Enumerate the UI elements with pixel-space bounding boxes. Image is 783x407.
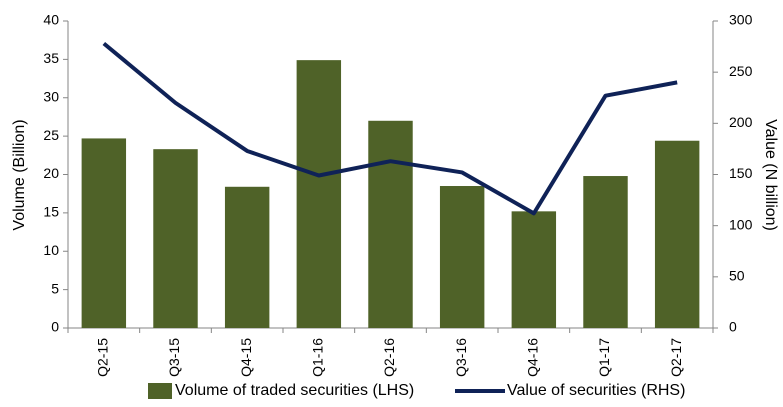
y-tick-label: 35 [43,50,59,66]
y-tick-label: 0 [51,319,59,335]
x-tick-label: Q3-15 [166,338,182,377]
y2-tick-label: 50 [729,268,745,284]
bar [583,176,628,328]
y-tick-label: 40 [43,12,59,28]
y-tick-label: 30 [43,88,59,104]
y-tick-label: 20 [43,165,59,181]
bar [153,149,198,328]
bar [511,211,557,328]
y-tick-label: 15 [43,204,59,220]
y2-tick-label: 100 [729,216,753,232]
y2-tick-label: 0 [729,319,737,335]
x-tick-label: Q1-17 [596,338,612,377]
y-axis-label: Volume (Billion) [11,119,28,230]
y-tick-label: 5 [51,280,59,296]
bar [654,140,700,328]
x-tick-label: Q2-17 [668,338,684,377]
legend-label: Volume of traded securities (LHS) [175,382,414,399]
y2-axis-label: Value (N billion) [762,119,779,231]
x-tick-label: Q2-15 [95,338,111,377]
line [102,41,678,216]
y2-tick-label: 200 [729,114,753,130]
x-tick-label: Q2-16 [381,338,397,377]
x-tick-label: Q4-16 [525,338,541,377]
y-tick-label: 10 [43,242,59,258]
x-tick-label: Q1-16 [310,338,326,377]
y-tick-label: 25 [43,127,59,143]
bar [81,138,127,328]
x-tick-label: Q4-15 [238,338,254,377]
legend-label: Value of securities (RHS) [507,382,685,399]
bar [368,120,413,329]
y2-tick-label: 150 [729,165,753,181]
bar [296,60,342,328]
bar [439,186,485,328]
x-tick-label: Q3-16 [453,338,469,377]
y2-tick-label: 250 [729,63,753,79]
y2-tick-label: 300 [729,12,753,28]
bar [224,186,270,328]
legend-swatch [148,383,172,399]
